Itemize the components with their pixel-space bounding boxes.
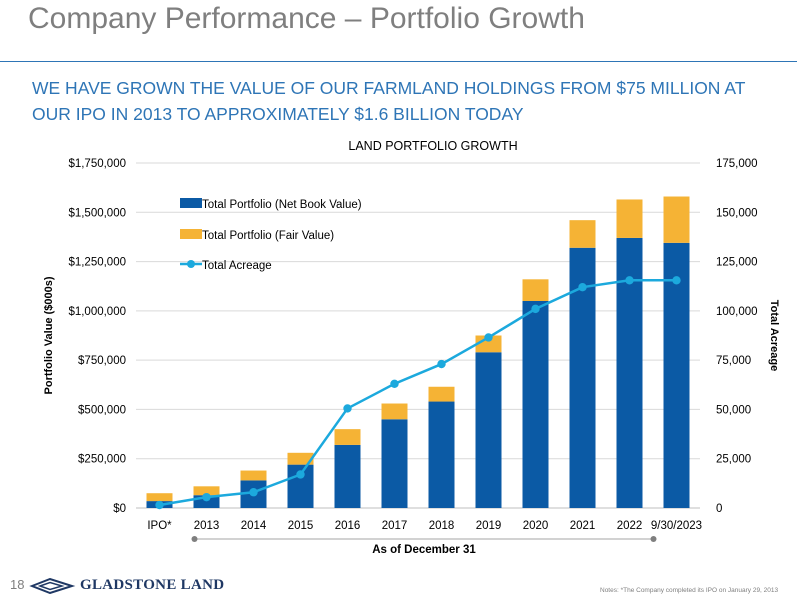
y-tick-label: $0 — [113, 503, 126, 515]
y2-tick-label: 175,000 — [716, 158, 758, 170]
bar-net-book-value — [381, 419, 408, 508]
x-tick-label: 2016 — [335, 520, 361, 532]
acreage-line — [159, 279, 677, 507]
y-tick-label: $500,000 — [78, 404, 126, 416]
acreage-point — [155, 500, 164, 510]
bar-net-book-value — [663, 242, 690, 508]
bar-fair-value — [334, 429, 361, 445]
y2-tick-label: 50,000 — [716, 404, 751, 416]
bar-fair-value — [475, 335, 502, 353]
y2-tick-label: 125,000 — [716, 257, 758, 269]
y-tick-label: $1,500,000 — [68, 207, 126, 219]
x-bracket-end — [191, 536, 198, 542]
x-tick-label: 9/30/2023 — [651, 520, 702, 532]
legend-label-fair-value: Total Portfolio (Fair Value) — [202, 230, 334, 242]
bar-net-book-value — [522, 301, 549, 508]
page-number: 18 — [10, 577, 25, 592]
bar-fair-value — [240, 470, 267, 481]
x-tick-label: 2018 — [429, 520, 455, 532]
y2-tick-label: 150,000 — [716, 207, 758, 219]
acreage-point — [578, 283, 587, 292]
x-tick-label: 2022 — [617, 520, 643, 532]
legend-label-net-book: Total Portfolio (Net Book Value) — [202, 199, 362, 211]
x-tick-label: 2014 — [241, 520, 267, 532]
x-tick-label: 2013 — [194, 520, 220, 532]
page-title: Company Performance – Portfolio Growth — [28, 2, 585, 35]
chart-title: LAND PORTFOLIO GROWTH — [348, 139, 517, 153]
acreage-point — [390, 379, 399, 388]
bar-fair-value — [381, 403, 408, 420]
footnote: Notes: *The Company completed its IPO on… — [600, 587, 779, 594]
y2-axis-title: Total Acreage — [768, 300, 780, 372]
bar-fair-value — [146, 493, 173, 502]
y2-tick-label: 0 — [716, 503, 722, 515]
bar-fair-value — [522, 279, 549, 301]
bar-fair-value — [287, 452, 314, 465]
legend-marker-acreage — [187, 260, 195, 268]
y2-tick-label: 75,000 — [716, 355, 751, 367]
portfolio-growth-chart: LAND PORTFOLIO GROWTH $0 0 $250,000 25,000 $5… — [43, 139, 780, 556]
x-tick-label: IPO* — [147, 520, 172, 532]
gladstone-logo-icon — [29, 578, 76, 594]
x-tick-label: 2019 — [476, 520, 502, 532]
y-tick-label: $1,000,000 — [68, 306, 126, 318]
legend-swatch-net-book — [180, 198, 202, 208]
y2-tick-label: 25,000 — [716, 454, 751, 466]
acreage-point — [249, 488, 258, 497]
legend-label-acreage: Total Acreage — [202, 260, 272, 272]
acreage-point — [343, 404, 352, 413]
bar-net-book-value — [428, 401, 455, 508]
bar-net-book-value — [475, 352, 502, 508]
bar-fair-value — [428, 386, 455, 402]
acreage-point — [296, 470, 305, 479]
acreage-point — [437, 359, 446, 369]
x-bracket-end — [650, 536, 657, 542]
bar-net-book-value — [334, 444, 361, 508]
y-axis-title: Portfolio Value ($000s) — [43, 276, 55, 394]
acreage-point — [672, 276, 681, 285]
title-divider — [0, 61, 797, 62]
acreage-point — [625, 276, 634, 285]
y-tick-label: $750,000 — [78, 355, 126, 367]
acreage-point — [484, 333, 493, 342]
y-tick-label: $250,000 — [78, 454, 126, 466]
acreage-point — [531, 304, 540, 314]
x-tick-label: 2017 — [382, 520, 408, 532]
company-logo-text: GLADSTONE LAND — [80, 577, 225, 593]
headline: WE HAVE GROWN THE VALUE OF OUR FARMLAND … — [32, 78, 746, 124]
bar-fair-value — [616, 199, 643, 238]
legend-swatch-fair-value — [180, 229, 202, 239]
y-tick-label: $1,250,000 — [68, 257, 126, 269]
x-tick-label: 2021 — [570, 520, 596, 532]
bar-fair-value — [569, 220, 596, 248]
x-tick-label: 2015 — [288, 520, 314, 532]
bar-fair-value — [663, 196, 690, 243]
y2-tick-label: 100,000 — [716, 306, 758, 318]
bar-fair-value — [193, 486, 220, 496]
x-axis-title: As of December 31 — [372, 544, 476, 556]
acreage-point — [202, 492, 211, 502]
x-tick-label: 2020 — [523, 520, 549, 532]
y-tick-label: $1,750,000 — [68, 158, 126, 170]
